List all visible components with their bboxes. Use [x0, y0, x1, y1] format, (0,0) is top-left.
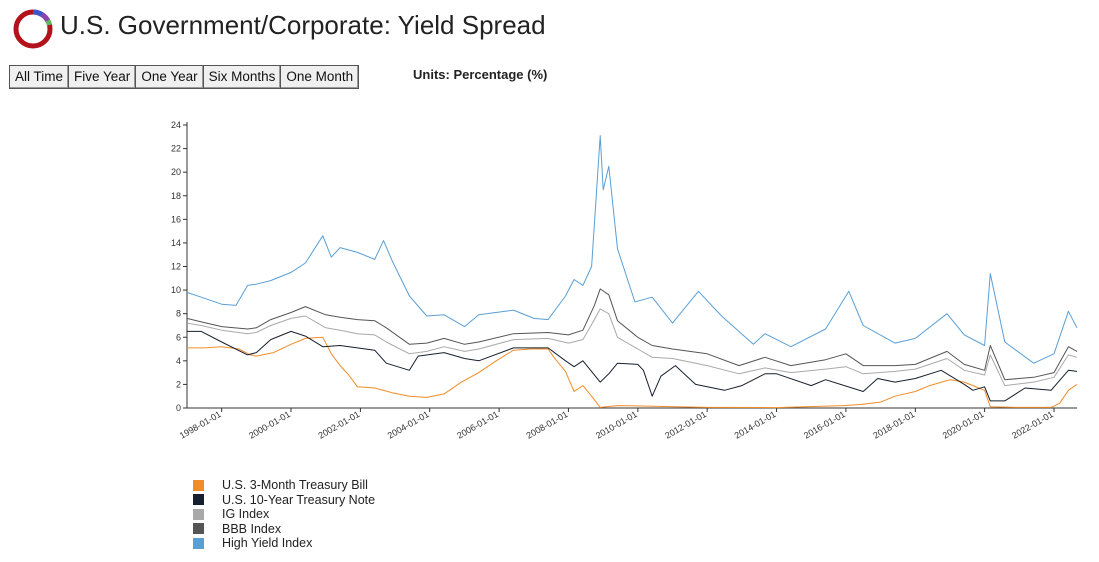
y-tick-label: 16 [171, 214, 181, 224]
y-tick-label: 8 [176, 309, 181, 319]
series-line-tbill [187, 336, 1078, 409]
range-all-time-button[interactable]: All Time [9, 65, 69, 89]
legend-label-hy: High Yield Index [222, 536, 313, 551]
x-tick-label: 2014-01-01 [733, 409, 778, 441]
x-tick-label: 2008-01-01 [525, 409, 570, 441]
x-tick-label: 2000-01-01 [247, 409, 292, 441]
y-tick-label: 24 [171, 120, 181, 130]
y-tick-label: 18 [171, 191, 181, 201]
legend-label-ig: IG Index [222, 507, 270, 522]
legend-item-hy: High Yield Index [193, 536, 375, 551]
x-tick-label: 2002-01-01 [317, 409, 362, 441]
legend-label-bbb: BBB Index [222, 521, 282, 536]
series-line-ig [186, 308, 1078, 387]
page-title: U.S. Government/Corporate: Yield Spread [60, 10, 546, 40]
range-one-year-button[interactable]: One Year [135, 65, 203, 89]
series-line-hy [186, 135, 1078, 364]
legend-swatch-tbill [193, 479, 204, 491]
x-tick-label: 2010-01-01 [594, 409, 639, 441]
legend-swatch-ig [193, 508, 204, 520]
range-six-months-button[interactable]: Six Months [202, 65, 281, 89]
y-tick-label: 0 [176, 403, 181, 413]
units-label: Units: Percentage (%) [413, 67, 548, 82]
legend-swatch-t10 [193, 494, 204, 506]
x-tick-label: 2018-01-01 [871, 409, 916, 441]
x-tick-label: 2012-01-01 [663, 409, 708, 441]
range-button-group: All Time Five Year One Year Six Months O… [9, 65, 360, 89]
x-tick-label: 2022-01-01 [1010, 409, 1055, 441]
x-tick-label: 1998-01-01 [178, 409, 223, 441]
legend-item-tbill: U.S. 3-Month Treasury Bill [193, 478, 375, 493]
y-tick-label: 6 [176, 332, 181, 342]
y-tick-label: 22 [171, 144, 181, 154]
y-tick-label: 12 [171, 262, 181, 272]
legend-item-t10: U.S. 10-Year Treasury Note [193, 493, 375, 508]
legend-swatch-hy [193, 537, 204, 549]
y-tick-label: 20 [171, 167, 181, 177]
legend-item-bbb: BBB Index [193, 522, 375, 537]
x-tick-label: 2006-01-01 [455, 409, 500, 441]
range-five-year-button[interactable]: Five Year [68, 65, 136, 89]
series-line-bbb [186, 288, 1078, 381]
series-line-t10 [187, 330, 1078, 402]
legend-label-tbill: U.S. 3-Month Treasury Bill [222, 478, 368, 493]
legend-swatch-bbb [193, 523, 204, 535]
x-tick-label: 2016-01-01 [802, 409, 847, 441]
x-tick-label: 2020-01-01 [941, 409, 986, 441]
chart-legend: U.S. 3-Month Treasury Bill U.S. 10-Year T… [193, 478, 375, 551]
ring-logo-icon [13, 9, 53, 49]
legend-item-ig: IG Index [193, 507, 375, 522]
y-tick-label: 2 [176, 379, 181, 389]
legend-label-t10: U.S. 10-Year Treasury Note [222, 492, 376, 507]
x-tick-label: 2004-01-01 [386, 409, 431, 441]
y-tick-label: 4 [176, 356, 181, 366]
range-one-month-button[interactable]: One Month [280, 65, 360, 89]
y-tick-label: 10 [171, 285, 181, 295]
y-tick-label: 14 [171, 238, 181, 248]
